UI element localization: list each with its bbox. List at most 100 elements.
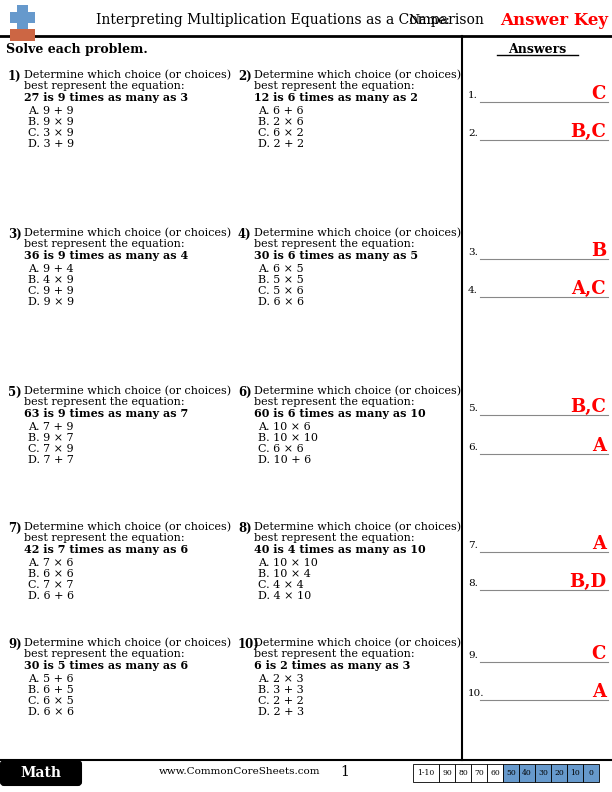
Text: 4.: 4. (468, 285, 478, 295)
Text: A. 10 × 10: A. 10 × 10 (258, 558, 318, 568)
Text: best represent the equation:: best represent the equation: (254, 649, 414, 659)
Text: 2): 2) (238, 70, 252, 83)
Text: D. 9 × 9: D. 9 × 9 (28, 297, 74, 307)
Text: 60 is 6 times as many as 10: 60 is 6 times as many as 10 (254, 408, 425, 419)
Text: 1): 1) (8, 70, 21, 83)
Text: D. 6 + 6: D. 6 + 6 (28, 591, 74, 601)
Bar (17, 5, 28, 37)
Bar (583, 764, 599, 782)
Text: Answer Key: Answer Key (500, 12, 608, 29)
Text: 3.: 3. (468, 248, 478, 257)
Text: A: A (592, 535, 606, 553)
Text: 30 is 6 times as many as 5: 30 is 6 times as many as 5 (254, 250, 418, 261)
Text: 9.: 9. (468, 650, 478, 660)
Text: B. 2 × 6: B. 2 × 6 (258, 117, 304, 127)
Bar (519, 764, 535, 782)
Text: Determine which choice (or choices): Determine which choice (or choices) (254, 386, 461, 396)
Text: D. 6 × 6: D. 6 × 6 (258, 297, 304, 307)
Text: best represent the equation:: best represent the equation: (254, 397, 414, 407)
Text: B. 10 × 10: B. 10 × 10 (258, 433, 318, 443)
Bar (487, 764, 503, 782)
Text: 10.: 10. (468, 688, 485, 698)
Text: best represent the equation:: best represent the equation: (24, 533, 185, 543)
Text: 42 is 7 times as many as 6: 42 is 7 times as many as 6 (24, 544, 188, 555)
Text: 90: 90 (442, 769, 452, 777)
Bar (551, 764, 567, 782)
Bar (535, 764, 551, 782)
Text: B. 9 × 9: B. 9 × 9 (28, 117, 74, 127)
Text: Determine which choice (or choices): Determine which choice (or choices) (24, 638, 231, 649)
Text: Determine which choice (or choices): Determine which choice (or choices) (24, 522, 231, 532)
Text: C. 6 × 2: C. 6 × 2 (258, 128, 304, 138)
Text: www.CommonCoreSheets.com: www.CommonCoreSheets.com (159, 767, 321, 776)
Text: 63 is 9 times as many as 7: 63 is 9 times as many as 7 (24, 408, 188, 419)
Text: A. 2 × 3: A. 2 × 3 (258, 674, 304, 684)
Text: 1-10: 1-10 (417, 769, 435, 777)
Text: best represent the equation:: best represent the equation: (254, 81, 414, 91)
Text: best represent the equation:: best represent the equation: (24, 649, 185, 659)
Text: D. 10 + 6: D. 10 + 6 (258, 455, 312, 465)
Text: B. 6 + 5: B. 6 + 5 (28, 685, 74, 695)
Text: D. 2 + 3: D. 2 + 3 (258, 707, 304, 717)
Text: C: C (592, 645, 606, 663)
Text: A. 7 + 9: A. 7 + 9 (28, 422, 73, 432)
Text: 80: 80 (458, 769, 468, 777)
Text: C. 3 × 9: C. 3 × 9 (28, 128, 74, 138)
Text: C: C (592, 85, 606, 103)
Text: 8.: 8. (468, 578, 478, 588)
Text: D. 6 × 6: D. 6 × 6 (28, 707, 74, 717)
Text: Determine which choice (or choices): Determine which choice (or choices) (254, 228, 461, 238)
Text: 9): 9) (8, 638, 21, 651)
Text: 8): 8) (238, 522, 252, 535)
Text: Determine which choice (or choices): Determine which choice (or choices) (254, 522, 461, 532)
Text: B,D: B,D (569, 573, 606, 591)
Text: D. 2 + 2: D. 2 + 2 (258, 139, 304, 149)
Text: B,C: B,C (570, 123, 606, 141)
Text: C. 6 × 5: C. 6 × 5 (28, 696, 74, 706)
Text: C. 2 + 2: C. 2 + 2 (258, 696, 304, 706)
Text: A. 9 + 4: A. 9 + 4 (28, 264, 73, 274)
Text: A. 7 × 6: A. 7 × 6 (28, 558, 73, 568)
Text: Name:: Name: (408, 13, 450, 26)
Text: 0: 0 (589, 769, 594, 777)
Text: C. 7 × 9: C. 7 × 9 (28, 444, 73, 454)
Text: 70: 70 (474, 769, 484, 777)
Text: A. 6 × 5: A. 6 × 5 (258, 264, 304, 274)
Text: D. 3 + 9: D. 3 + 9 (28, 139, 74, 149)
Text: 40 is 4 times as many as 10: 40 is 4 times as many as 10 (254, 544, 425, 555)
Text: 6): 6) (238, 386, 252, 399)
Text: B,C: B,C (570, 398, 606, 416)
Text: Determine which choice (or choices): Determine which choice (or choices) (24, 70, 231, 80)
Text: 5.: 5. (468, 403, 478, 413)
Bar (413, 764, 439, 782)
Text: A: A (592, 437, 606, 455)
Text: best represent the equation:: best represent the equation: (24, 239, 185, 249)
Text: 5): 5) (8, 386, 21, 399)
Bar (455, 764, 471, 782)
Text: Interpreting Multiplication Equations as a Comparison: Interpreting Multiplication Equations as… (96, 13, 484, 27)
Text: best represent the equation:: best represent the equation: (254, 533, 414, 543)
Bar (503, 764, 519, 782)
Text: 6.: 6. (468, 443, 478, 451)
Text: best represent the equation:: best represent the equation: (254, 239, 414, 249)
Text: 1: 1 (340, 765, 349, 779)
Text: 10): 10) (238, 638, 259, 651)
Text: B. 3 + 3: B. 3 + 3 (258, 685, 304, 695)
FancyBboxPatch shape (1, 761, 81, 785)
Text: Determine which choice (or choices): Determine which choice (or choices) (254, 70, 461, 80)
Text: C. 5 × 6: C. 5 × 6 (258, 286, 304, 296)
Text: Determine which choice (or choices): Determine which choice (or choices) (254, 638, 461, 649)
Text: 12 is 6 times as many as 2: 12 is 6 times as many as 2 (254, 92, 418, 103)
Text: B. 6 × 6: B. 6 × 6 (28, 569, 74, 579)
Text: A. 9 + 9: A. 9 + 9 (28, 106, 73, 116)
Text: A. 10 × 6: A. 10 × 6 (258, 422, 311, 432)
Text: 20: 20 (554, 769, 564, 777)
Text: 60: 60 (490, 769, 500, 777)
Text: A,C: A,C (572, 280, 606, 298)
Text: C. 6 × 6: C. 6 × 6 (258, 444, 304, 454)
Text: C. 7 × 7: C. 7 × 7 (28, 580, 73, 590)
Bar (567, 764, 583, 782)
Text: D. 7 + 7: D. 7 + 7 (28, 455, 74, 465)
Text: 6 is 2 times as many as 3: 6 is 2 times as many as 3 (254, 660, 411, 671)
Text: Determine which choice (or choices): Determine which choice (or choices) (24, 228, 231, 238)
